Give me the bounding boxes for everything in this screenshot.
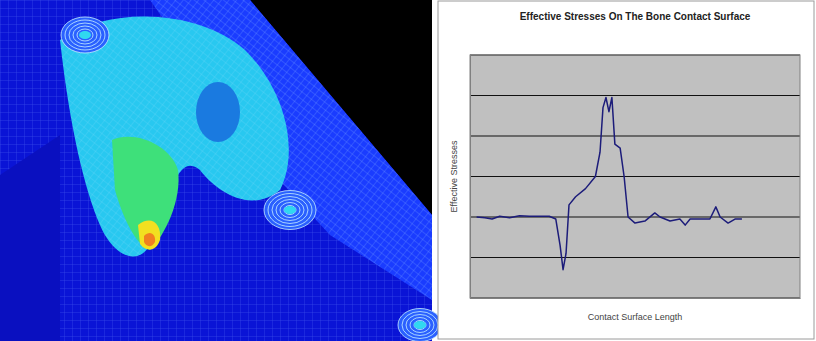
stress-orange [144, 233, 155, 246]
grid-line [470, 95, 800, 96]
x-axis-title: Contact Surface Length [588, 312, 683, 322]
data-line [477, 98, 742, 270]
screw-ring [264, 191, 316, 230]
screw-ring [77, 29, 93, 41]
screw [398, 309, 442, 341]
grid [470, 55, 800, 298]
screw-core [414, 321, 426, 329]
stress-cyan-mesh [60, 17, 289, 257]
plot-frame [470, 55, 800, 298]
screw-core [79, 31, 91, 39]
chart-title: Effective Stresses On The Bone Contact S… [520, 11, 751, 22]
background [0, 0, 432, 341]
screw-ring [398, 309, 442, 341]
stress-hole [196, 82, 240, 142]
grid-line [470, 217, 800, 218]
stress-yellow [138, 220, 160, 249]
screw-ring [284, 206, 296, 215]
page: Effective Stresses On The Bone Contact S… [0, 0, 816, 341]
stress-cyan [60, 17, 289, 257]
screw-ring [414, 321, 426, 330]
grid-line [470, 176, 800, 177]
screw-ring [65, 20, 105, 50]
screw-ring [268, 194, 312, 227]
plot-area [470, 55, 800, 298]
chart-background [438, 1, 814, 339]
grid-line [470, 257, 800, 258]
screw-ring [280, 203, 300, 218]
screw-core [284, 206, 296, 214]
stress-green [112, 137, 179, 250]
chart-panel: Effective Stresses On The Bone Contact S… [438, 1, 814, 339]
bone-block [0, 135, 60, 341]
screw-ring [69, 23, 101, 47]
screw-ring [276, 200, 304, 221]
screw-ring [410, 318, 430, 333]
fea-rendering [0, 0, 442, 341]
y-axis-title: Effective Stresses [449, 140, 459, 212]
screw-ring [402, 312, 438, 339]
screw-ring [406, 315, 434, 336]
screw-ring [73, 26, 97, 44]
grid-line [470, 136, 800, 137]
screw [264, 191, 316, 230]
mesh [0, 0, 432, 341]
screw-ring [272, 197, 308, 224]
marks [477, 98, 742, 270]
screw [61, 17, 109, 53]
screw-ring [61, 17, 109, 53]
